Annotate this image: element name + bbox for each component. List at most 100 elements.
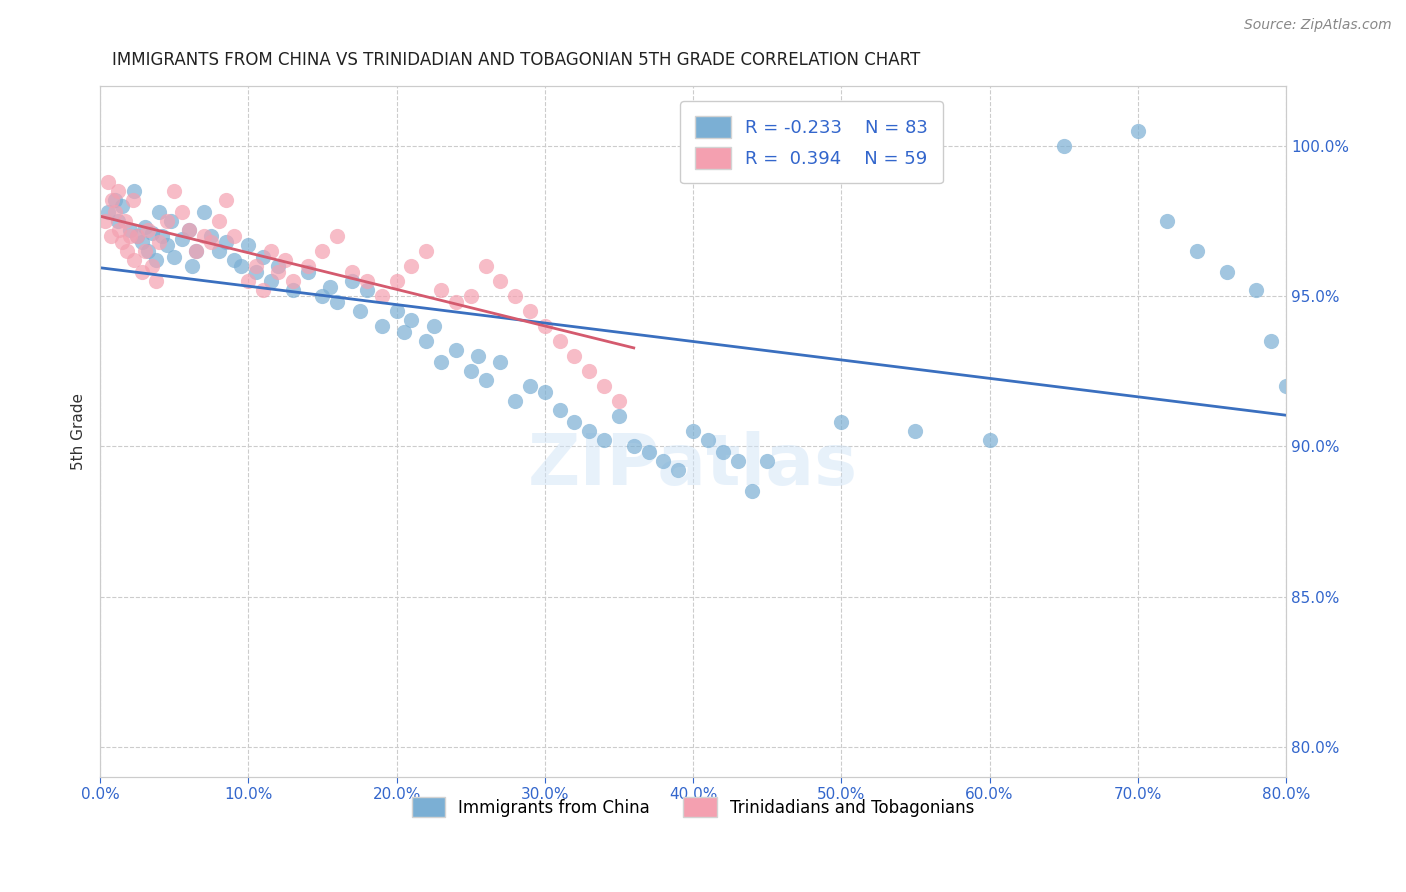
- Point: [245, 265, 267, 279]
- Point: [593, 434, 616, 448]
- Point: [156, 214, 179, 228]
- Point: [200, 235, 222, 249]
- Text: Source: ZipAtlas.com: Source: ZipAtlas.com: [1244, 18, 1392, 32]
- Point: [979, 434, 1001, 448]
- Point: [121, 193, 143, 207]
- Point: [104, 204, 127, 219]
- Point: [170, 232, 193, 246]
- Point: [252, 283, 274, 297]
- Point: [519, 379, 541, 393]
- Point: [340, 274, 363, 288]
- Point: [1260, 334, 1282, 348]
- Point: [311, 289, 333, 303]
- Legend: Immigrants from China, Trinidadians and Tobagonians: Immigrants from China, Trinidadians and …: [405, 790, 981, 824]
- Point: [134, 244, 156, 258]
- Point: [122, 252, 145, 267]
- Point: [215, 235, 238, 249]
- Point: [415, 334, 437, 348]
- Point: [163, 184, 186, 198]
- Point: [741, 484, 763, 499]
- Point: [1126, 123, 1149, 137]
- Point: [356, 283, 378, 297]
- Point: [467, 349, 489, 363]
- Point: [422, 318, 444, 333]
- Point: [107, 184, 129, 198]
- Point: [156, 237, 179, 252]
- Point: [682, 424, 704, 438]
- Y-axis label: 5th Grade: 5th Grade: [72, 392, 86, 470]
- Point: [430, 355, 453, 369]
- Point: [177, 223, 200, 237]
- Point: [127, 228, 149, 243]
- Text: IMMIGRANTS FROM CHINA VS TRINIDADIAN AND TOBAGONIAN 5TH GRADE CORRELATION CHART: IMMIGRANTS FROM CHINA VS TRINIDADIAN AND…: [112, 51, 921, 69]
- Point: [564, 415, 586, 429]
- Point: [637, 445, 659, 459]
- Point: [489, 355, 512, 369]
- Point: [141, 226, 163, 240]
- Point: [222, 252, 245, 267]
- Point: [122, 184, 145, 198]
- Point: [578, 424, 600, 438]
- Point: [193, 204, 215, 219]
- Point: [136, 244, 159, 258]
- Point: [371, 318, 394, 333]
- Point: [444, 294, 467, 309]
- Point: [150, 228, 173, 243]
- Point: [93, 214, 115, 228]
- Point: [148, 204, 170, 219]
- Point: [177, 223, 200, 237]
- Point: [114, 214, 136, 228]
- Point: [215, 193, 238, 207]
- Point: [96, 175, 118, 189]
- Point: [385, 274, 408, 288]
- Point: [326, 228, 349, 243]
- Point: [238, 274, 260, 288]
- Point: [474, 373, 496, 387]
- Point: [186, 244, 208, 258]
- Point: [607, 394, 630, 409]
- Point: [326, 294, 349, 309]
- Point: [131, 235, 153, 249]
- Point: [127, 228, 149, 243]
- Point: [281, 283, 304, 297]
- Point: [259, 244, 281, 258]
- Point: [489, 274, 512, 288]
- Point: [107, 214, 129, 228]
- Point: [259, 274, 281, 288]
- Point: [503, 289, 526, 303]
- Point: [830, 415, 852, 429]
- Point: [115, 244, 138, 258]
- Point: [181, 259, 204, 273]
- Point: [118, 228, 141, 243]
- Point: [319, 280, 342, 294]
- Point: [1215, 265, 1237, 279]
- Point: [134, 219, 156, 234]
- Point: [401, 313, 423, 327]
- Point: [141, 259, 163, 273]
- Point: [548, 403, 571, 417]
- Point: [430, 283, 453, 297]
- Point: [652, 454, 675, 468]
- Point: [460, 289, 482, 303]
- Point: [208, 214, 231, 228]
- Text: ZIPatlas: ZIPatlas: [529, 431, 858, 500]
- Point: [519, 304, 541, 318]
- Point: [297, 259, 319, 273]
- Point: [311, 244, 333, 258]
- Point: [1246, 283, 1268, 297]
- Point: [564, 349, 586, 363]
- Point: [193, 228, 215, 243]
- Point: [274, 252, 297, 267]
- Point: [145, 274, 167, 288]
- Point: [385, 304, 408, 318]
- Point: [711, 445, 734, 459]
- Point: [101, 193, 124, 207]
- Point: [349, 304, 371, 318]
- Point: [356, 274, 378, 288]
- Point: [1185, 244, 1208, 258]
- Point: [533, 318, 555, 333]
- Point: [340, 265, 363, 279]
- Point: [578, 364, 600, 378]
- Point: [148, 235, 170, 249]
- Point: [1289, 394, 1312, 409]
